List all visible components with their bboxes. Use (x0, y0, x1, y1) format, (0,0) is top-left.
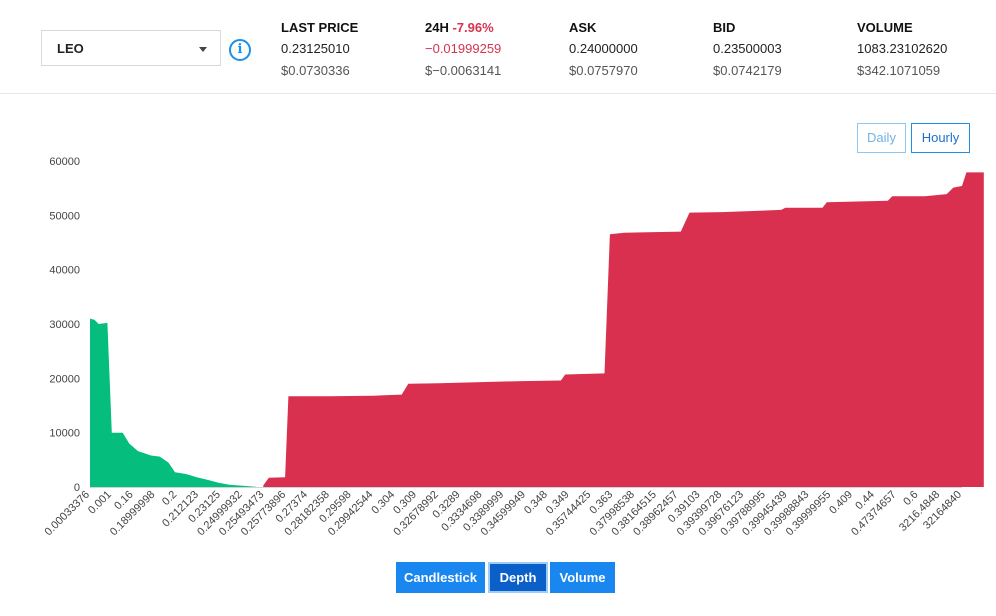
stat-label: ASK (569, 20, 597, 35)
y-tick-label: 0 (74, 482, 80, 494)
x-tick-label: 0.00033376 (43, 489, 93, 539)
stat-value: 0.23500003 (713, 41, 782, 56)
stat-24h-change: 24H -7.96% −0.01999259 $−0.0063141 (425, 20, 501, 79)
stat-ask: ASK 0.24000000 $0.0757970 (569, 20, 638, 79)
stat-value: 0.24000000 (569, 41, 638, 56)
tab-depth[interactable]: Depth (488, 562, 548, 593)
y-tick-label: 30000 (49, 319, 80, 331)
stat-bid: BID 0.23500003 $0.0742179 (713, 20, 782, 79)
x-tick-label: 0.348 (522, 489, 550, 517)
stat-value: 1083.23102620 (857, 41, 948, 56)
stat-label: VOLUME (857, 20, 913, 35)
pair-select-value: LEO (57, 41, 84, 56)
ask-depth-area (263, 172, 984, 487)
x-tick-label: 0.304 (369, 489, 397, 517)
pair-select[interactable]: LEO (41, 30, 221, 66)
stat-value: −0.01999259 (425, 41, 502, 56)
stat-usd: $0.0742179 (713, 63, 782, 78)
tab-volume[interactable]: Volume (550, 562, 615, 593)
stat-volume: VOLUME 1083.23102620 $342.1071059 (857, 20, 947, 79)
stat-usd: $−0.0063141 (425, 63, 502, 78)
y-tick-label: 40000 (49, 265, 80, 277)
info-icon[interactable]: i (229, 39, 251, 61)
x-tick-label: 0.001 (86, 489, 114, 517)
stat-value: 0.23125010 (281, 41, 350, 56)
stat-label: BID (713, 20, 736, 35)
stat-label: 24H -7.96% (425, 20, 494, 35)
stat-last-price: LAST PRICE 0.23125010 $0.0730336 (281, 20, 358, 79)
stat-usd: $0.0730336 (281, 63, 350, 78)
y-tick-label: 20000 (49, 373, 80, 385)
chevron-down-icon (199, 47, 207, 52)
stat-label: LAST PRICE (281, 20, 359, 35)
x-tick-label: 0.409 (827, 489, 855, 517)
hourly-button[interactable]: Hourly (911, 123, 970, 153)
daily-button[interactable]: Daily (857, 123, 906, 153)
market-header: LEO i LAST PRICE 0.23125010 $0.0730336 2… (0, 0, 996, 94)
stat-change-percent: -7.96% (452, 20, 494, 35)
stat-usd: $342.1071059 (857, 63, 941, 78)
stat-usd: $0.0757970 (569, 63, 638, 78)
y-tick-label: 60000 (49, 156, 80, 168)
y-tick-label: 10000 (49, 428, 80, 440)
bid-depth-area (90, 318, 256, 487)
tab-candlestick[interactable]: Candlestick (396, 562, 485, 593)
depth-chart: 0 10000 20000 30000 40000 50000 60000 0.0003337… (43, 156, 984, 539)
y-tick-label: 50000 (49, 210, 80, 222)
